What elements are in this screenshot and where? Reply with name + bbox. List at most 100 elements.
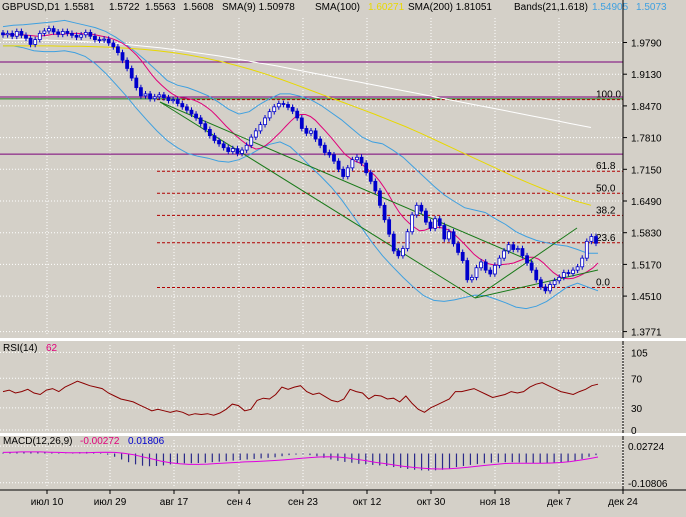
candle-body xyxy=(552,280,557,285)
panel-separator-top xyxy=(0,338,686,341)
candle-body xyxy=(79,34,84,38)
candle-body xyxy=(290,106,295,112)
price-axis-label: 1.8470 xyxy=(631,102,662,113)
fibo-level-label: 61.8 xyxy=(596,161,616,172)
header-open: 1.5581 xyxy=(64,2,95,13)
candle-body xyxy=(102,38,107,41)
candle-body xyxy=(249,136,254,146)
rsi-title: RSI(14) xyxy=(3,343,37,354)
candle-body xyxy=(33,39,38,45)
time-axis-label: окт 30 xyxy=(417,497,446,508)
macd-panel[interactable]: 0.02724 -0.10806 MACD(12,26,9) -0.00272 0… xyxy=(0,436,668,490)
candle-body xyxy=(286,104,290,108)
candle-body xyxy=(433,218,438,229)
candle-body xyxy=(368,172,373,182)
candle-body xyxy=(10,32,15,37)
candle-body xyxy=(299,117,304,129)
candle-body xyxy=(387,219,392,235)
candle-body xyxy=(580,257,585,268)
header-high: 1.5722 xyxy=(109,2,140,13)
macd-axis-label: -0.10806 xyxy=(628,479,668,490)
candle-body xyxy=(180,103,185,108)
macd-signal-series xyxy=(2,451,599,470)
triangle-lower-line xyxy=(474,269,599,299)
candle-body xyxy=(515,248,520,250)
header-sma9: SMA(9) 1.50978 xyxy=(222,2,295,13)
candle-body xyxy=(51,28,56,33)
rsi-line xyxy=(2,380,599,416)
chart-header: GBPUSD,D1 1.5581 1.5722 1.5563 1.5608 SM… xyxy=(2,2,667,13)
rsi-value: 62 xyxy=(46,343,58,354)
candle-body xyxy=(479,261,483,269)
candle-body xyxy=(410,214,415,233)
candle-body xyxy=(382,204,387,221)
candle-body xyxy=(212,135,217,141)
candle-body xyxy=(111,42,116,48)
candle-body xyxy=(345,167,350,177)
candle-body xyxy=(116,46,120,53)
panel-separator-bottom xyxy=(0,433,686,436)
candle-body xyxy=(221,143,226,149)
header-symbol: GBPUSD,D1 xyxy=(2,2,60,13)
candle-body xyxy=(207,129,212,137)
fibo-level-label: 100.0 xyxy=(596,90,621,101)
candle-body xyxy=(584,240,589,259)
candle-body xyxy=(88,32,93,37)
candle-body xyxy=(497,257,502,266)
candle-body xyxy=(566,272,571,274)
macd-value-main: -0.00272 xyxy=(80,436,120,447)
candle-body xyxy=(171,99,175,102)
candle-body xyxy=(258,124,263,132)
macd-signal-line xyxy=(2,451,599,470)
candle-body xyxy=(28,37,33,45)
candle-body xyxy=(134,77,139,89)
candle-body xyxy=(561,272,566,278)
candle-body xyxy=(203,123,208,130)
candle-body xyxy=(332,154,336,162)
candle-body xyxy=(483,261,488,271)
candle-body xyxy=(5,32,10,36)
macd-histogram xyxy=(2,451,597,471)
candle-body xyxy=(502,250,506,259)
candle-body xyxy=(538,279,543,288)
candle-body xyxy=(60,31,65,35)
price-axis-label: 1.4510 xyxy=(631,292,662,303)
candle-body xyxy=(14,31,19,37)
rsi-axis: 105 70 30 0 xyxy=(631,348,648,437)
header-sma100: SMA(100) xyxy=(315,2,360,13)
candle-body xyxy=(327,152,332,156)
candle-body xyxy=(217,140,221,145)
candle-body xyxy=(267,111,272,119)
candle-body xyxy=(230,148,235,152)
candle-body xyxy=(166,97,171,102)
rsi-panel[interactable]: 105 70 30 0 RSI(14) 62 xyxy=(0,343,648,437)
candle-body xyxy=(474,267,479,278)
price-axis-label: 1.3771 xyxy=(631,328,662,339)
candle-body xyxy=(1,32,5,36)
candle-body xyxy=(42,30,47,34)
header-bands-value1: 1.54905 xyxy=(592,2,629,13)
candle-body xyxy=(263,117,267,126)
candle-body xyxy=(424,210,428,223)
candle-body xyxy=(460,251,465,261)
macd-value-signal: 0.01806 xyxy=(128,436,165,447)
fibo-level-label: 23.6 xyxy=(596,233,616,244)
candle-body xyxy=(492,264,497,275)
candle-body xyxy=(97,39,102,42)
price-panel[interactable]: 100.0 61.8 50.0 38.2 23.6 0.0 xyxy=(0,0,624,338)
candle-body xyxy=(355,156,359,161)
header-bands-value2: 1.5073 xyxy=(636,2,667,13)
candle-body xyxy=(451,231,456,245)
time-axis-label: авг 17 xyxy=(160,497,189,508)
candle-body xyxy=(272,106,277,113)
time-axis[interactable]: июл 10 июл 29 авг 17 сен 4 сен 23 окт 12 окт 3… xyxy=(0,489,686,508)
candle-body xyxy=(313,130,318,140)
time-axis-label: дек 7 xyxy=(547,497,572,508)
candle-body xyxy=(414,204,419,216)
price-axis-label: 1.7150 xyxy=(631,165,662,176)
candle-body xyxy=(93,35,97,41)
candle-body xyxy=(520,248,525,257)
candle-body xyxy=(589,236,594,242)
